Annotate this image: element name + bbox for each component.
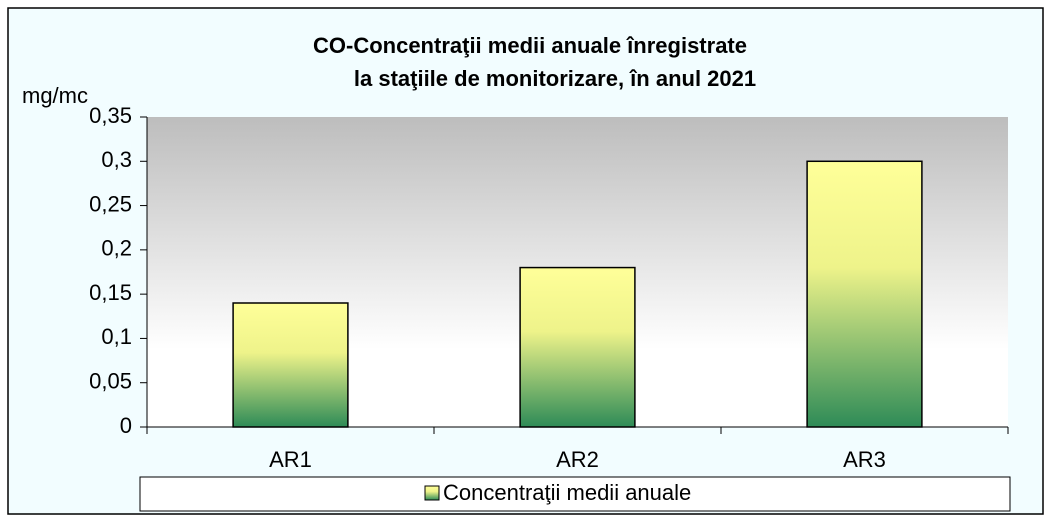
y-axis-label: mg/mc <box>22 83 88 108</box>
y-tick-label: 0,15 <box>89 280 132 305</box>
y-tick-label: 0,05 <box>89 369 132 394</box>
bar <box>806 160 923 428</box>
bar <box>232 302 349 428</box>
legend-label: Concentraţii medii anuale <box>443 480 691 505</box>
x-tick-label: AR1 <box>269 447 312 472</box>
legend-swatch <box>424 485 440 501</box>
x-tick-label: AR3 <box>843 447 886 472</box>
y-tick-label: 0,1 <box>101 324 132 349</box>
bar <box>519 266 636 428</box>
legend <box>139 476 1011 512</box>
y-tick-label: 0,2 <box>101 236 132 261</box>
chart-title: CO-Concentraţii medii anuale înregistrat… <box>313 33 747 58</box>
y-tick-label: 0,3 <box>101 147 132 172</box>
chart-title: la staţiile de monitorizare, în anul 202… <box>354 66 756 91</box>
y-tick-label: 0 <box>120 413 132 438</box>
y-tick-label: 0,35 <box>89 103 132 128</box>
y-tick-label: 0,25 <box>89 191 132 216</box>
x-tick-label: AR2 <box>556 447 599 472</box>
